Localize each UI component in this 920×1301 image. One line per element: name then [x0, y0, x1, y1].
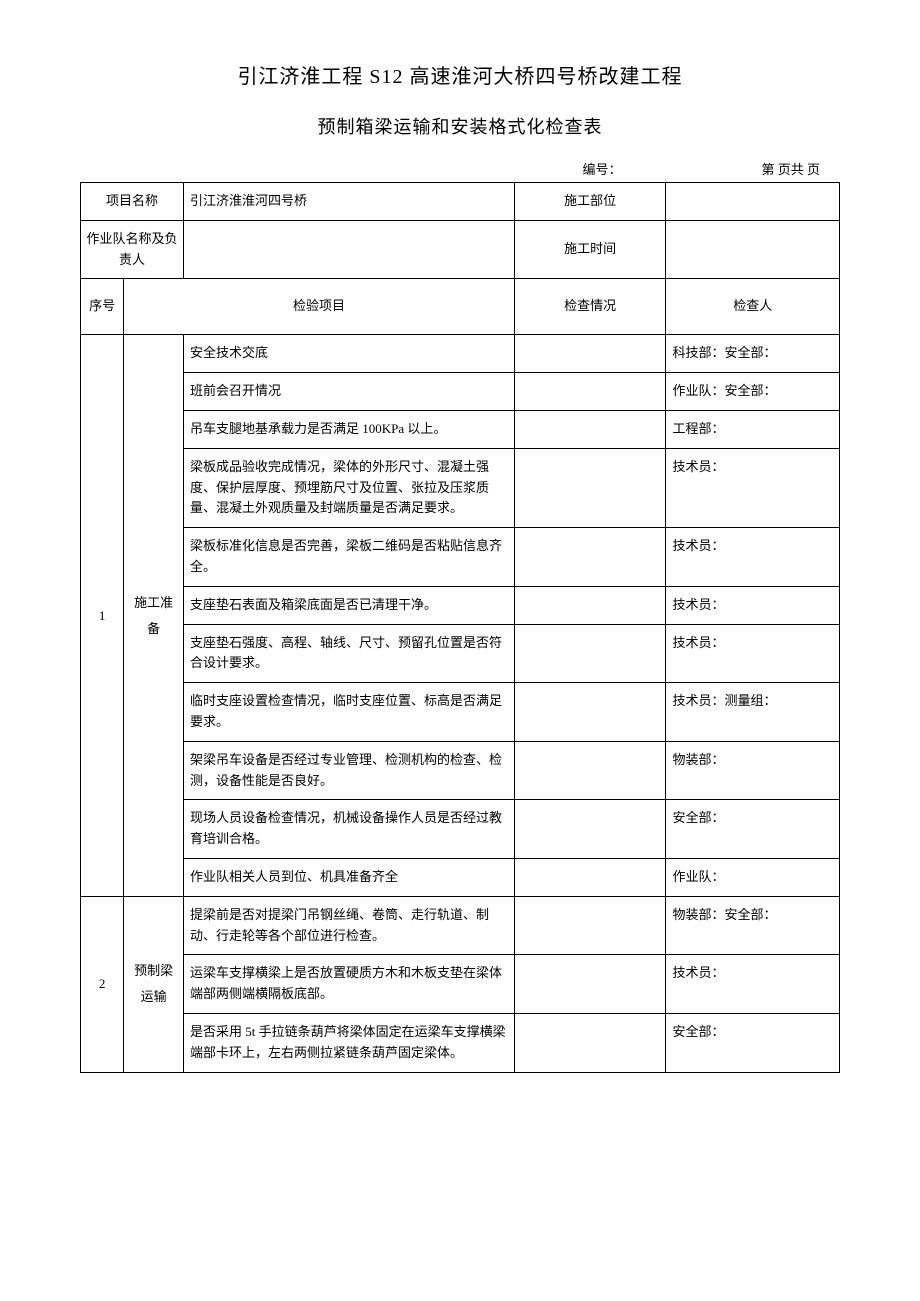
item-cell: 梁板成品验收完成情况，梁体的外形尺寸、混凝土强度、保护层厚度、预埋筋尺寸及位置、… [184, 448, 515, 527]
col-inspector-header: 检查人 [666, 279, 840, 335]
seq-cell: 2 [81, 896, 124, 1072]
item-cell: 作业队相关人员到位、机具准备齐全 [184, 858, 515, 896]
item-cell: 提梁前是否对提梁门吊钢丝绳、卷筒、走行轨道、制动、行走轮等各个部位进行检查。 [184, 896, 515, 955]
item-cell: 安全技术交底 [184, 335, 515, 373]
code-label: 编号： [582, 159, 621, 178]
project-name-label: 项目名称 [81, 183, 184, 221]
team-value [184, 220, 515, 279]
item-cell: 运梁车支撑横梁上是否放置硬质方木和木板支垫在梁体端部两侧端横隔板底部。 [184, 955, 515, 1014]
seq-cell: 1 [81, 335, 124, 896]
header-row-2: 作业队名称及负责人 施工时间 [81, 220, 840, 279]
table-row: 作业队相关人员到位、机具准备齐全 作业队： [81, 858, 840, 896]
inspector-cell: 科技部：安全部： [666, 335, 840, 373]
check-cell [514, 624, 666, 683]
check-cell [514, 410, 666, 448]
item-cell: 现场人员设备检查情况，机械设备操作人员是否经过教育培训合格。 [184, 800, 515, 859]
col-seq-header: 序号 [81, 279, 124, 335]
table-row: 1施工准备安全技术交底科技部：安全部： [81, 335, 840, 373]
construction-site-label: 施工部位 [514, 183, 666, 221]
item-cell: 吊车支腿地基承载力是否满足 100KPa 以上。 [184, 410, 515, 448]
inspector-cell: 物装部： [666, 741, 840, 800]
check-cell [514, 448, 666, 527]
table-row: 架梁吊车设备是否经过专业管理、检测机构的检查、检测，设备性能是否良好。 物装部： [81, 741, 840, 800]
table-row: 吊车支腿地基承载力是否满足 100KPa 以上。 工程部： [81, 410, 840, 448]
table-row: 是否采用 5t 手拉链条葫芦将梁体固定在运梁车支撑横梁端部卡环上，左右两侧拉紧链… [81, 1013, 840, 1072]
team-label: 作业队名称及负责人 [81, 220, 184, 279]
category-cell: 预制梁运输 [124, 896, 184, 1072]
check-cell [514, 1013, 666, 1072]
inspector-cell: 安全部： [666, 1013, 840, 1072]
table-row: 运梁车支撑横梁上是否放置硬质方木和木板支垫在梁体端部两侧端横隔板底部。 技术员： [81, 955, 840, 1014]
check-cell [514, 800, 666, 859]
item-cell: 支座垫石强度、高程、轴线、尺寸、预留孔位置是否符合设计要求。 [184, 624, 515, 683]
inspector-cell: 作业队：安全部： [666, 373, 840, 411]
check-cell [514, 373, 666, 411]
item-cell: 是否采用 5t 手拉链条葫芦将梁体固定在运梁车支撑横梁端部卡环上，左右两侧拉紧链… [184, 1013, 515, 1072]
meta-row: 编号： 第 页共 页 [80, 159, 840, 178]
col-item-header: 检验项目 [124, 279, 514, 335]
item-cell: 支座垫石表面及箱梁底面是否已清理干净。 [184, 586, 515, 624]
header-row-1: 项目名称 引江济淮淮河四号桥 施工部位 [81, 183, 840, 221]
table-row: 梁板标准化信息是否完善，梁板二维码是否粘贴信息齐全。 技术员： [81, 528, 840, 587]
inspection-table: 项目名称 引江济淮淮河四号桥 施工部位 作业队名称及负责人 施工时间 序号 检验… [80, 182, 840, 1073]
check-cell [514, 586, 666, 624]
page-title-sub: 预制箱梁运输和安装格式化检查表 [80, 113, 840, 139]
check-cell [514, 335, 666, 373]
check-cell [514, 858, 666, 896]
table-row: 支座垫石表面及箱梁底面是否已清理干净。 技术员： [81, 586, 840, 624]
item-cell: 班前会召开情况 [184, 373, 515, 411]
inspector-cell: 技术员： [666, 955, 840, 1014]
table-row: 现场人员设备检查情况，机械设备操作人员是否经过教育培训合格。 安全部： [81, 800, 840, 859]
construction-time-value [666, 220, 840, 279]
construction-site-value [666, 183, 840, 221]
column-header-row: 序号 检验项目 检查情况 检查人 [81, 279, 840, 335]
check-cell [514, 896, 666, 955]
check-cell [514, 955, 666, 1014]
table-row: 班前会召开情况 作业队：安全部： [81, 373, 840, 411]
check-cell [514, 683, 666, 742]
inspector-cell: 技术员： [666, 448, 840, 527]
inspector-cell: 物装部：安全部： [666, 896, 840, 955]
inspector-cell: 技术员：测量组： [666, 683, 840, 742]
inspector-cell: 安全部： [666, 800, 840, 859]
page-title-main: 引江济淮工程 S12 高速淮河大桥四号桥改建工程 [80, 60, 840, 89]
project-name-value: 引江济淮淮河四号桥 [184, 183, 515, 221]
table-row: 梁板成品验收完成情况，梁体的外形尺寸、混凝土强度、保护层厚度、预埋筋尺寸及位置、… [81, 448, 840, 527]
inspector-cell: 工程部： [666, 410, 840, 448]
col-check-header: 检查情况 [514, 279, 666, 335]
item-cell: 架梁吊车设备是否经过专业管理、检测机构的检查、检测，设备性能是否良好。 [184, 741, 515, 800]
table-body: 1施工准备安全技术交底科技部：安全部：班前会召开情况作业队：安全部：吊车支腿地基… [81, 335, 840, 1072]
inspector-cell: 技术员： [666, 624, 840, 683]
item-cell: 临时支座设置检查情况，临时支座位置、标高是否满足要求。 [184, 683, 515, 742]
construction-time-label: 施工时间 [514, 220, 666, 279]
category-cell: 施工准备 [124, 335, 184, 896]
page-label: 第 页共 页 [761, 159, 820, 178]
inspector-cell: 技术员： [666, 528, 840, 587]
table-row: 支座垫石强度、高程、轴线、尺寸、预留孔位置是否符合设计要求。 技术员： [81, 624, 840, 683]
check-cell [514, 528, 666, 587]
table-row: 临时支座设置检查情况，临时支座位置、标高是否满足要求。 技术员：测量组： [81, 683, 840, 742]
inspector-cell: 技术员： [666, 586, 840, 624]
table-row: 2预制梁运输提梁前是否对提梁门吊钢丝绳、卷筒、走行轨道、制动、行走轮等各个部位进… [81, 896, 840, 955]
item-cell: 梁板标准化信息是否完善，梁板二维码是否粘贴信息齐全。 [184, 528, 515, 587]
inspector-cell: 作业队： [666, 858, 840, 896]
check-cell [514, 741, 666, 800]
